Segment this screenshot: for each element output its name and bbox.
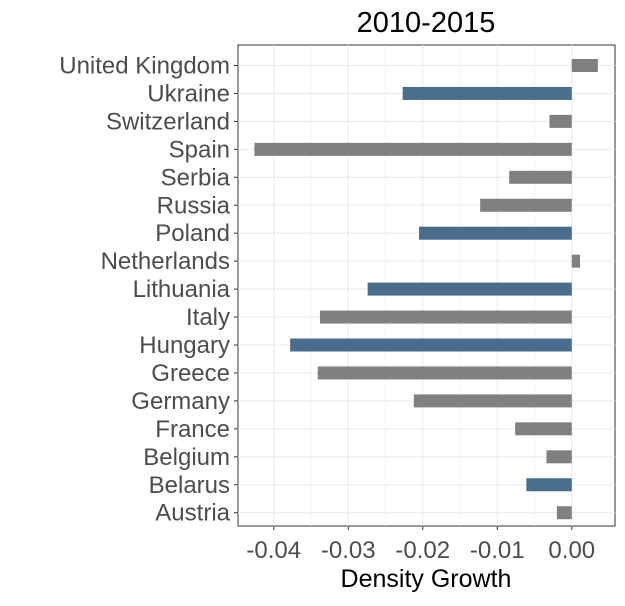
bar-serbia xyxy=(509,170,572,184)
bar-germany xyxy=(413,394,572,408)
y-tick-label: Belgium xyxy=(143,444,230,471)
bar-france xyxy=(515,422,572,436)
y-tick-label: Russia xyxy=(157,192,231,219)
y-tick-label: Netherlands xyxy=(101,248,230,275)
x-tick-labels: -0.04 -0.03 -0.02 -0.01 0.00 xyxy=(246,526,595,564)
bar-spain xyxy=(254,142,572,156)
bar-belarus xyxy=(526,478,572,492)
x-tick-label: -0.03 xyxy=(321,537,376,564)
y-tick-label: Lithuania xyxy=(133,276,231,303)
bar-lithuania xyxy=(367,282,572,296)
chart-title: 2010-2015 xyxy=(357,7,496,39)
y-tick-label: Serbia xyxy=(161,164,231,191)
y-tick-label: Hungary xyxy=(139,332,230,359)
bar-greece xyxy=(317,366,572,380)
bar-poland xyxy=(419,226,572,240)
y-tick-label: United Kingdom xyxy=(59,53,230,80)
bar-hungary xyxy=(290,338,572,352)
y-tick-label: Germany xyxy=(131,388,230,415)
x-tick-label: -0.01 xyxy=(470,537,525,564)
bar-belgium xyxy=(546,450,572,464)
y-tick-label: Belarus xyxy=(149,472,230,499)
x-tick-label: -0.02 xyxy=(395,537,450,564)
x-axis-title: Density Growth xyxy=(341,565,512,593)
y-tick-label: Poland xyxy=(155,220,230,247)
category-labels: United KingdomUkraineSwitzerlandSpainSer… xyxy=(59,53,238,527)
x-tick-label: 0.00 xyxy=(548,537,595,564)
y-tick-label: Spain xyxy=(169,136,230,163)
bar-ukraine xyxy=(402,86,572,100)
bar-russia xyxy=(480,198,572,212)
bar-austria xyxy=(556,506,572,520)
y-tick-label: Ukraine xyxy=(147,80,230,107)
y-tick-label: Greece xyxy=(151,360,230,387)
bar-united-kingdom xyxy=(571,59,598,72)
x-tick-label: -0.04 xyxy=(246,537,301,564)
y-tick-label: Switzerland xyxy=(106,108,230,135)
bar-netherlands xyxy=(571,254,580,268)
bar-switzerland xyxy=(549,114,572,128)
y-tick-label: France xyxy=(155,416,230,443)
y-tick-label: Austria xyxy=(155,500,230,527)
bar-italy xyxy=(319,310,572,324)
bars xyxy=(254,59,598,520)
y-tick-label: Italy xyxy=(186,304,230,331)
